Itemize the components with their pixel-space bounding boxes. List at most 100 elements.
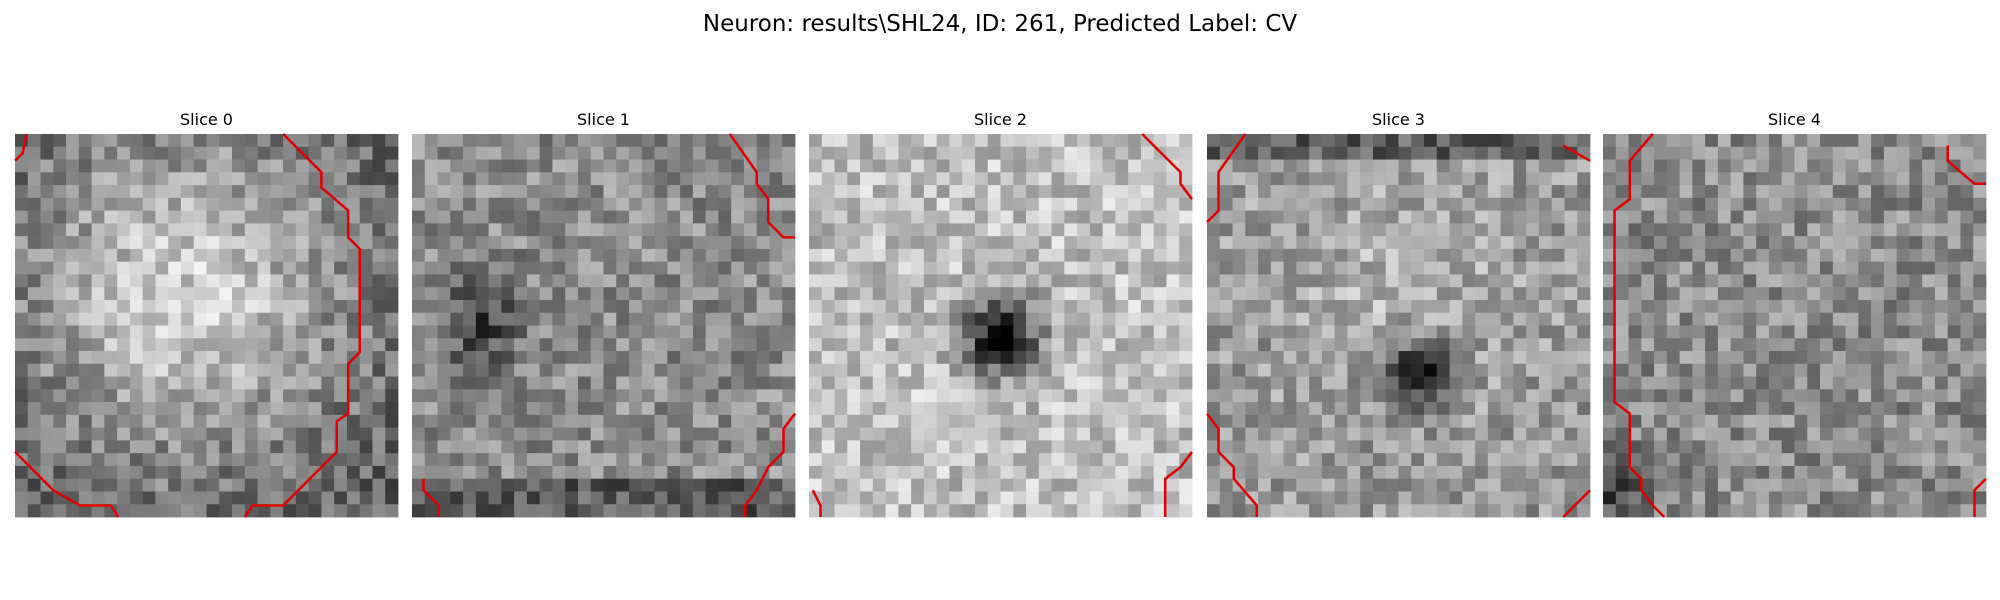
pixel [692,478,707,492]
pixel [180,248,195,263]
pixel [257,248,271,263]
pixel [1207,427,1221,441]
pixel [1896,299,1910,314]
pixel [667,338,681,352]
pixel [577,440,592,454]
pixel [437,351,451,365]
pixel [206,159,220,173]
pixel [257,478,271,492]
pixel [974,159,989,173]
pixel [743,197,758,211]
pixel [91,338,105,352]
pixel [257,453,271,467]
pixel [1934,274,1949,288]
pixel [1628,172,1642,186]
pixel [1153,338,1167,352]
pixel [923,465,938,480]
pixel [1641,274,1655,288]
pixel [53,414,67,429]
pixel [552,274,566,288]
pixel [1526,504,1540,518]
pixel [1385,351,1399,365]
pixel [1064,210,1078,224]
pixel [1385,440,1399,454]
pixel [1038,274,1052,288]
pixel [539,504,553,518]
pixel [372,159,386,173]
pixel [1219,325,1233,339]
pixel [1089,299,1104,314]
pixel [1038,351,1052,365]
pixel [372,453,386,467]
pixel [1385,299,1399,314]
pixel [1705,427,1719,441]
pixel [1436,197,1450,211]
pixel [1258,504,1272,518]
pixel [1102,504,1116,518]
pixel [1577,338,1591,352]
pixel [283,389,297,403]
pixel [769,236,783,250]
pixel [1960,236,1974,250]
pixel [15,223,29,237]
pixel [1207,440,1221,454]
pixel [1258,325,1272,339]
pixel [1411,223,1425,237]
pixel [1166,146,1180,160]
pixel [1207,185,1221,199]
pixel [1538,134,1553,148]
pixel [1475,197,1489,211]
pixel [1115,261,1129,275]
pixel [1398,261,1412,275]
pixel [1973,146,1987,160]
pixel [565,351,579,365]
pixel [193,248,207,263]
pixel [1730,376,1744,390]
pixel [1909,172,1923,186]
pixel [1462,312,1476,326]
pixel [283,465,297,480]
pixel [1577,427,1591,441]
pixel [232,351,246,365]
pixel [1128,402,1142,416]
pixel [923,389,938,403]
pixel [898,299,912,314]
pixel [782,453,796,467]
pixel [1232,325,1246,339]
pixel [1166,363,1180,377]
pixel [117,363,131,377]
pixel [1666,376,1680,390]
pixel [1436,248,1450,263]
pixel [654,274,668,288]
pixel [885,389,899,403]
pixel [232,134,246,148]
pixel [1641,172,1655,186]
pixel [359,312,373,326]
pixel [1026,376,1040,390]
pixel [667,172,681,186]
pixel [1179,402,1193,416]
pixel [219,376,233,390]
contour [1562,144,1591,162]
pixel [1513,453,1527,467]
pixel [987,453,1001,467]
pixel [283,146,297,160]
pixel [1794,210,1808,224]
pixel [1871,312,1885,326]
pixel [1526,299,1540,314]
pixel [142,134,156,148]
pixel [40,351,54,365]
pixel [1309,134,1323,148]
pixel [1089,402,1104,416]
pixel [424,299,438,314]
pixel [1321,453,1336,467]
pixel [872,376,886,390]
pixel [334,376,348,390]
pixel [475,478,489,492]
pixel [692,210,707,224]
pixel [1334,427,1348,441]
pixel [616,389,630,403]
pixel [718,287,732,301]
pixel [385,274,399,288]
pixel [412,134,426,148]
